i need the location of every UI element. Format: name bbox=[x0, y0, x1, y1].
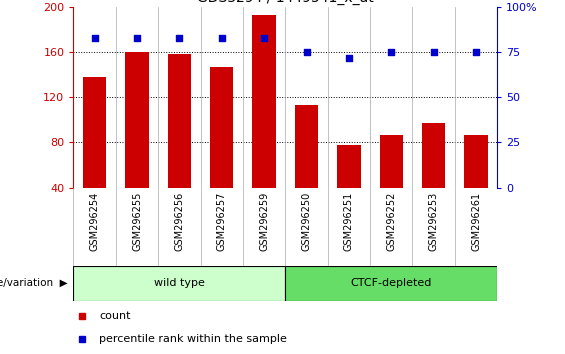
Point bbox=[217, 35, 226, 41]
Text: GSM296253: GSM296253 bbox=[429, 192, 438, 251]
Text: GSM296251: GSM296251 bbox=[344, 192, 354, 251]
Point bbox=[259, 35, 269, 41]
Text: GSM296259: GSM296259 bbox=[259, 192, 269, 251]
Text: percentile rank within the sample: percentile rank within the sample bbox=[99, 334, 287, 344]
Bar bbox=[422, 123, 445, 188]
Bar bbox=[337, 145, 360, 188]
Text: GSM296257: GSM296257 bbox=[217, 192, 227, 251]
Point bbox=[429, 49, 438, 55]
Bar bbox=[295, 105, 318, 188]
Point bbox=[302, 49, 311, 55]
Point bbox=[471, 49, 480, 55]
Point bbox=[344, 55, 354, 61]
Bar bbox=[83, 77, 106, 188]
Point bbox=[132, 35, 141, 41]
Bar bbox=[125, 52, 149, 188]
Text: GSM296261: GSM296261 bbox=[471, 192, 481, 251]
Point bbox=[175, 35, 184, 41]
Text: GSM296252: GSM296252 bbox=[386, 192, 396, 251]
Text: GSM296250: GSM296250 bbox=[302, 192, 311, 251]
Point bbox=[90, 35, 99, 41]
Text: GSM296256: GSM296256 bbox=[175, 192, 184, 251]
Text: genotype/variation  ▶: genotype/variation ▶ bbox=[0, 278, 68, 288]
Text: GSM296255: GSM296255 bbox=[132, 192, 142, 251]
Text: wild type: wild type bbox=[154, 278, 205, 288]
Bar bbox=[285, 266, 497, 301]
Bar bbox=[73, 266, 285, 301]
Bar bbox=[210, 67, 233, 188]
Bar bbox=[253, 15, 276, 188]
Bar bbox=[464, 135, 488, 188]
Text: GSM296254: GSM296254 bbox=[90, 192, 99, 251]
Bar bbox=[168, 55, 191, 188]
Title: GDS3294 / 1449541_x_at: GDS3294 / 1449541_x_at bbox=[197, 0, 373, 5]
Text: CTCF-depleted: CTCF-depleted bbox=[350, 278, 432, 288]
Text: count: count bbox=[99, 311, 131, 321]
Bar bbox=[380, 135, 403, 188]
Point bbox=[386, 49, 396, 55]
